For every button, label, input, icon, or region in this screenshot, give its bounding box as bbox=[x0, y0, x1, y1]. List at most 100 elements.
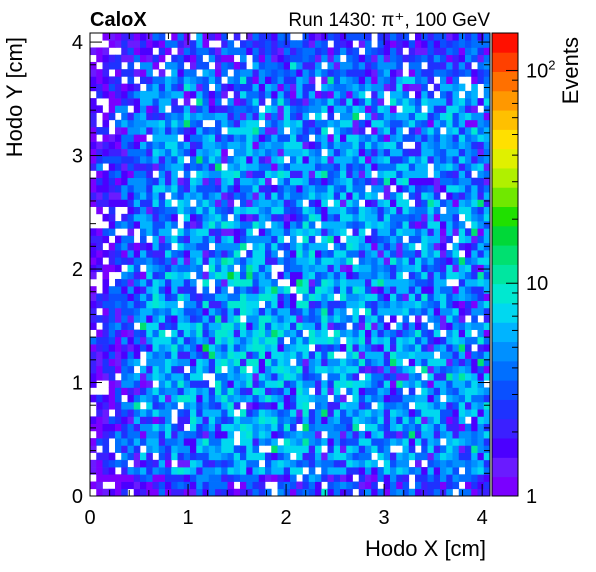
heatmap-cell bbox=[152, 235, 160, 244]
heatmap-cell bbox=[96, 344, 103, 352]
heatmap-cell bbox=[327, 98, 335, 106]
heatmap-cell bbox=[283, 459, 291, 468]
heatmap-cell bbox=[290, 344, 297, 352]
heatmap-cell bbox=[271, 54, 278, 63]
heatmap-cell bbox=[433, 148, 441, 157]
heatmap-cell bbox=[121, 278, 128, 287]
heatmap-cell bbox=[183, 141, 191, 150]
heatmap-cell bbox=[458, 184, 466, 193]
heatmap-cell bbox=[108, 83, 116, 92]
heatmap-cell bbox=[246, 127, 253, 135]
heatmap-cell bbox=[215, 90, 222, 99]
heatmap-cell bbox=[115, 69, 122, 77]
heatmap-cell bbox=[221, 293, 228, 302]
heatmap-cell bbox=[352, 293, 360, 302]
heatmap-cell bbox=[133, 134, 141, 142]
heatmap-cell bbox=[265, 344, 272, 352]
heatmap-cell bbox=[146, 184, 153, 193]
heatmap-cell bbox=[465, 177, 472, 186]
heatmap-cell bbox=[340, 365, 347, 374]
heatmap-cell bbox=[233, 271, 241, 280]
heatmap-cell bbox=[427, 286, 435, 294]
heatmap-cell bbox=[140, 242, 147, 251]
heatmap-cell bbox=[233, 242, 241, 251]
heatmap-cell bbox=[233, 286, 241, 294]
heatmap-cell bbox=[115, 358, 122, 367]
heatmap-cell bbox=[427, 69, 435, 77]
heatmap-cell bbox=[290, 105, 297, 113]
heatmap-cell bbox=[402, 257, 410, 265]
heatmap-cell bbox=[227, 452, 235, 461]
heatmap-cell bbox=[421, 98, 428, 106]
heatmap-cell bbox=[408, 387, 416, 396]
heatmap-cell bbox=[283, 409, 291, 417]
heatmap-cell bbox=[277, 221, 285, 229]
heatmap-cell bbox=[177, 322, 185, 330]
heatmap-cell bbox=[121, 235, 128, 244]
heatmap-cell bbox=[108, 90, 116, 99]
heatmap-cell bbox=[227, 47, 235, 56]
heatmap-cell bbox=[215, 47, 222, 56]
heatmap-cell bbox=[402, 98, 410, 106]
heatmap-cell bbox=[258, 221, 266, 229]
heatmap-cell bbox=[221, 459, 228, 468]
heatmap-cell bbox=[346, 459, 353, 468]
heatmap-cell bbox=[271, 105, 278, 113]
heatmap-cell bbox=[308, 257, 316, 265]
heatmap-cell bbox=[302, 365, 310, 374]
heatmap-cell bbox=[221, 213, 228, 222]
heatmap-cell bbox=[408, 47, 416, 56]
heatmap-cell bbox=[221, 307, 228, 316]
heatmap-cell bbox=[158, 83, 166, 92]
heatmap-cell bbox=[477, 163, 485, 171]
heatmap-cell bbox=[140, 134, 147, 142]
heatmap-cell bbox=[165, 380, 172, 388]
heatmap-cell bbox=[465, 438, 472, 446]
heatmap-cell bbox=[233, 235, 241, 244]
heatmap-cell bbox=[196, 459, 203, 468]
heatmap-cell bbox=[452, 329, 460, 338]
heatmap-cell bbox=[171, 358, 178, 367]
heatmap-cell bbox=[271, 445, 278, 453]
heatmap-cell bbox=[433, 438, 441, 446]
heatmap-cell bbox=[221, 221, 228, 229]
heatmap-cell bbox=[321, 336, 328, 345]
heatmap-cell bbox=[240, 488, 247, 497]
heatmap-cell bbox=[140, 257, 147, 265]
heatmap-cell bbox=[483, 47, 491, 56]
heatmap-cell bbox=[396, 163, 403, 171]
heatmap-cell bbox=[183, 380, 191, 388]
heatmap-cell bbox=[227, 40, 235, 48]
heatmap-cell bbox=[340, 69, 347, 77]
heatmap-cell bbox=[196, 373, 203, 381]
heatmap-cell bbox=[396, 177, 403, 186]
heatmap-cell bbox=[227, 127, 235, 135]
heatmap-cell bbox=[127, 228, 135, 236]
heatmap-cell bbox=[96, 127, 103, 135]
heatmap-cell bbox=[265, 192, 272, 200]
heatmap-cell bbox=[321, 315, 328, 323]
heatmap-cell bbox=[377, 105, 385, 113]
heatmap-cell bbox=[258, 307, 266, 316]
heatmap-cell bbox=[327, 69, 335, 77]
heatmap-cell bbox=[396, 387, 403, 396]
heatmap-cell bbox=[246, 83, 253, 92]
heatmap-cell bbox=[183, 221, 191, 229]
heatmap-cell bbox=[196, 90, 203, 99]
heatmap-cell bbox=[415, 98, 422, 106]
heatmap-cell bbox=[171, 235, 178, 244]
heatmap-cell bbox=[440, 76, 447, 84]
heatmap-cell bbox=[458, 134, 466, 142]
heatmap-cell bbox=[265, 47, 272, 56]
heatmap-cell bbox=[421, 90, 428, 99]
heatmap-cell bbox=[433, 336, 441, 345]
heatmap-cell bbox=[296, 336, 303, 345]
heatmap-cell bbox=[108, 452, 116, 461]
heatmap-cell bbox=[427, 90, 435, 99]
heatmap-cell bbox=[340, 423, 347, 432]
heatmap-cell bbox=[483, 127, 491, 135]
heatmap-cell bbox=[408, 438, 416, 446]
heatmap-cell bbox=[477, 344, 485, 352]
heatmap-cell bbox=[377, 54, 385, 63]
heatmap-cell bbox=[165, 481, 172, 490]
